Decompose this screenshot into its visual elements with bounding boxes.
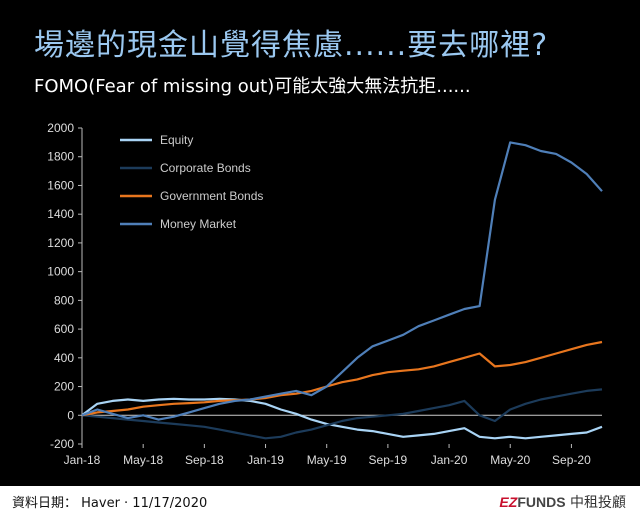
series-line-government-bonds [81,340,603,417]
page-subtitle: FOMO(Fear of missing out)可能太強大無法抗拒...... [34,76,471,97]
series-group [81,141,603,440]
y-tick-label: 600 [54,322,74,336]
y-tick-label: 800 [54,293,74,307]
legend: Equity Corporate Bonds Government Bonds Mon… [120,133,263,231]
y-tick-label: 400 [54,351,74,365]
legend-label-equity: Equity [160,133,193,147]
x-tick-label: May-18 [123,453,163,467]
y-tick-label: -200 [50,437,74,451]
legend-label-money-market: Money Market [160,217,237,231]
y-tick-label: 0 [67,408,74,422]
x-tick-label: Jan-18 [64,453,101,467]
y-tick-label: 1800 [47,150,74,164]
x-tick-label: May-20 [490,453,530,467]
logo-ez: EZ [499,494,518,510]
legend-label-government-bonds: Government Bonds [160,189,263,203]
y-tick-label: 2000 [47,121,74,135]
x-tick-label: Jan-19 [247,453,284,467]
line-chart: -200 0 200 400 600 800 1000 1200 1400 1600 1800 200… [47,121,603,467]
x-tick-label: Sep-20 [552,453,591,467]
y-tick-label: 200 [54,380,74,394]
x-tick-label: Sep-19 [369,453,408,467]
page-title: 場邊的現金山覺得焦慮......要去哪裡? [34,28,549,63]
logo-funds: FUNDS [517,494,566,510]
chart-area: -200 0 200 400 600 800 1000 1200 1400 1600 1800 200… [0,112,640,482]
y-tick-label: 1000 [47,265,74,279]
series-line-money-market [81,141,603,421]
series-line-corporate-bonds [81,388,603,440]
logo-cn: 中租投顧 [570,495,626,511]
source-note: 資料日期： Haver · 11/17/2020 [12,496,208,511]
legend-label-corporate-bonds: Corporate Bonds [160,161,251,175]
x-tick-label: Sep-18 [185,453,224,467]
brand-logo: EZFUNDS 中租投顧 [499,492,626,512]
x-tick-label: May-19 [307,453,347,467]
series-line-equity [81,397,603,440]
y-tick-label: 1200 [47,236,74,250]
y-axis: -200 0 200 400 600 800 1000 1200 1400 1600 1800 200… [47,121,83,451]
x-axis: Jan-18 May-18 Sep-18 Jan-19 May-19 Sep-19 Jan-… [64,414,602,467]
y-tick-label: 1600 [47,178,74,192]
footer: 資料日期： Haver · 11/17/2020 EZFUNDS 中租投顧 [0,486,640,528]
y-tick-label: 1400 [47,207,74,221]
x-tick-label: Jan-20 [431,453,468,467]
